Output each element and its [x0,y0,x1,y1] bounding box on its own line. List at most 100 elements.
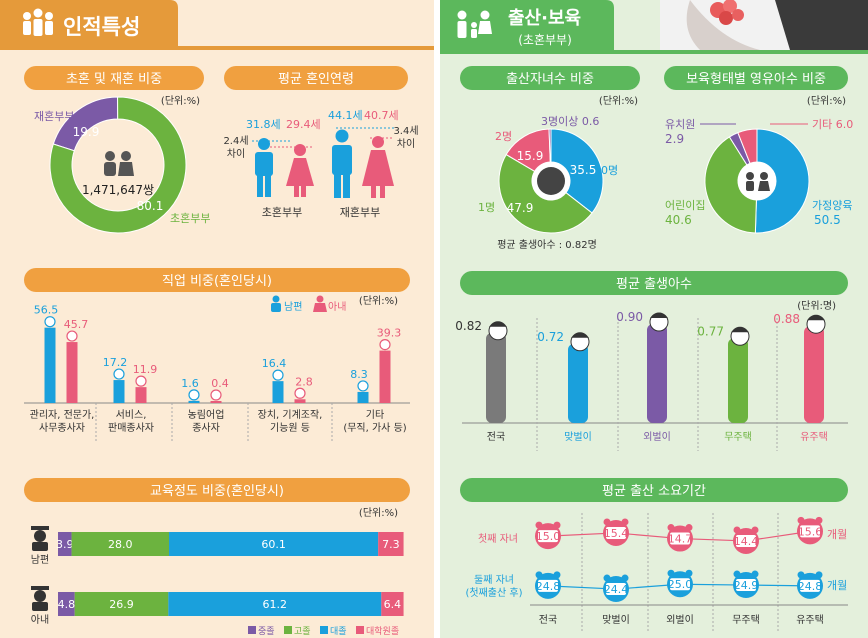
occupation-category-0: 관리자, 전문가, 사무종사자 [30,409,95,434]
woman-icon-2 [362,136,394,198]
age-title-pill [224,66,408,90]
education-legend: 중졸 고졸 대졸 대학원졸 [248,626,399,637]
period-row1-unit: 개월 [827,528,847,541]
occupation-value-wife-1: 11.9 [133,363,158,376]
education-stacked-bar-chart: 남편 3.9 28.0 60.1 7.3 아내 4.8 26.9 61.2 6.4 [31,526,404,626]
period-value-1-1: 24.4 [604,583,629,596]
occupation-legend: 남편 아내 [271,295,346,313]
right-title: 출산·보육 [508,8,581,29]
education-value-1-0: 4.8 [58,598,76,611]
occupation-category-1: 서비스, 판매종사자 [108,409,154,434]
period-value-0-2: 14.7 [668,533,693,546]
occupation-bar-husband-3 [272,381,284,403]
occupation-value-husband-0: 56.5 [34,304,59,317]
birth-period-chart: 15.0 15.4 14.7 14.4 15.6 24.8 24.4 25.0 24.9 24.8… [530,513,848,632]
remarried-couple-label: 재혼부부 [340,206,380,219]
occupation-value-wife-4: 39.3 [377,327,402,340]
man-head-icon [44,316,56,328]
avg-births-bar-1 [568,343,588,423]
first-marriage-value: 80.1 [137,199,164,213]
children-one-value: 47.9 [507,201,534,215]
occupation-bar-husband-4 [357,391,369,403]
occupation-unit: (단위:%) [359,294,398,307]
children-donut-chart [498,128,604,234]
avg-births-value-2: 0.90 [616,310,643,324]
marriage-title-pill [24,66,204,90]
avg-births-bar-3 [728,338,748,423]
avg-births-category-1: 맞벌이 [564,431,592,443]
occupation-category-3: 장치, 기계조작, 기능원 등 [258,409,323,434]
education-segment-중졸 [58,592,75,616]
first-husband-age: 31.8세 [246,118,281,131]
panel-divider [434,0,440,638]
marriage-unit: (단위:%) [161,94,200,107]
period-value-0-0: 15.0 [536,530,561,543]
period-value-0-1: 15.4 [604,527,629,540]
daycare-value: 40.6 [665,213,692,227]
period-row2-unit: 개월 [827,579,847,592]
occupation-title-pill [24,268,410,292]
education-value-1-3: 6.4 [384,598,402,611]
education-value-0-1: 28.0 [108,538,133,551]
children-two-label: 2명 [495,130,512,143]
legend-middle: 중졸 [258,626,275,637]
period-value-1-3: 24.9 [734,579,759,592]
children-three-label: 3명이상 0.6 [541,115,599,128]
period-category-1: 맞벌이 [602,614,630,626]
graduate-icon [34,590,46,602]
occupation-category-2: 농림어업 종사자 [188,408,225,434]
education-segment-대졸 [169,532,379,556]
kinder-value: 2.9 [665,132,684,146]
occupation-bar-wife-4 [379,350,391,403]
first-age-diff: 2.4세 차이 [223,135,248,160]
education-value-0-2: 60.1 [261,538,286,551]
left-title: 인적특성 [63,15,140,39]
left-header: 인적특성 [0,0,434,50]
avg-births-title: 평균 출생아수 [616,277,692,292]
remarried-label: 재혼부부 [34,110,74,123]
graduate-icon [34,530,46,542]
occupation-value-husband-3: 16.4 [262,357,287,370]
wedding-bouquet-image [660,0,868,50]
man-head-icon [113,368,125,380]
children-title: 출산자녀수 비중 [506,72,594,87]
marriage-donut-chart [49,96,187,234]
occupation-bar-wife-3 [294,399,306,403]
right-header: 출산·보육 (초혼부부) [440,0,868,54]
avg-births-value-4: 0.88 [773,312,800,326]
period-category-3: 무주택 [732,614,760,626]
children-one-label: 1명 [478,201,495,214]
man-icon-2 [332,129,352,198]
remarried-husband-age: 44.1세 [328,109,363,122]
education-row-label-1: 아내 [31,614,49,626]
education-unit: (단위:%) [359,506,398,519]
period-value-1-4: 24.8 [798,580,823,593]
man-head-icon [188,389,200,401]
avg-births-value-0: 0.82 [455,319,482,333]
legend-graduate: 대학원졸 [366,626,399,637]
legend-college: 대졸 [330,626,347,637]
occupation-value-wife-3: 2.8 [295,375,313,388]
woman-head-icon [379,339,391,351]
home-value: 50.5 [814,213,841,227]
period-value-1-0: 24.8 [536,580,561,593]
occupation-bar-wife-2 [210,401,222,403]
home-label: 가정양육 [812,199,852,212]
stroller-icon [537,167,565,195]
avg-births-category-2: 외벌이 [643,431,671,443]
man-head-icon [357,380,369,392]
parents-child-icon [457,10,492,38]
period-value-0-3: 14.4 [734,535,759,548]
education-segment-중졸 [58,532,72,556]
age-title: 평균 혼인연령 [278,72,354,87]
period-category-4: 유주택 [796,614,824,626]
occupation-bar-husband-0 [44,327,56,403]
avg-births-value-3: 0.77 [697,324,724,338]
remarried-wife-age: 40.7세 [364,109,399,122]
right-subtitle: (초혼부부) [518,33,572,47]
avg-births-bar-4 [804,326,824,423]
avg-births-unit: (단위:명) [797,299,836,312]
remarried-age-diff: 3.4세 차이 [393,125,418,150]
children-title-pill [460,66,640,90]
